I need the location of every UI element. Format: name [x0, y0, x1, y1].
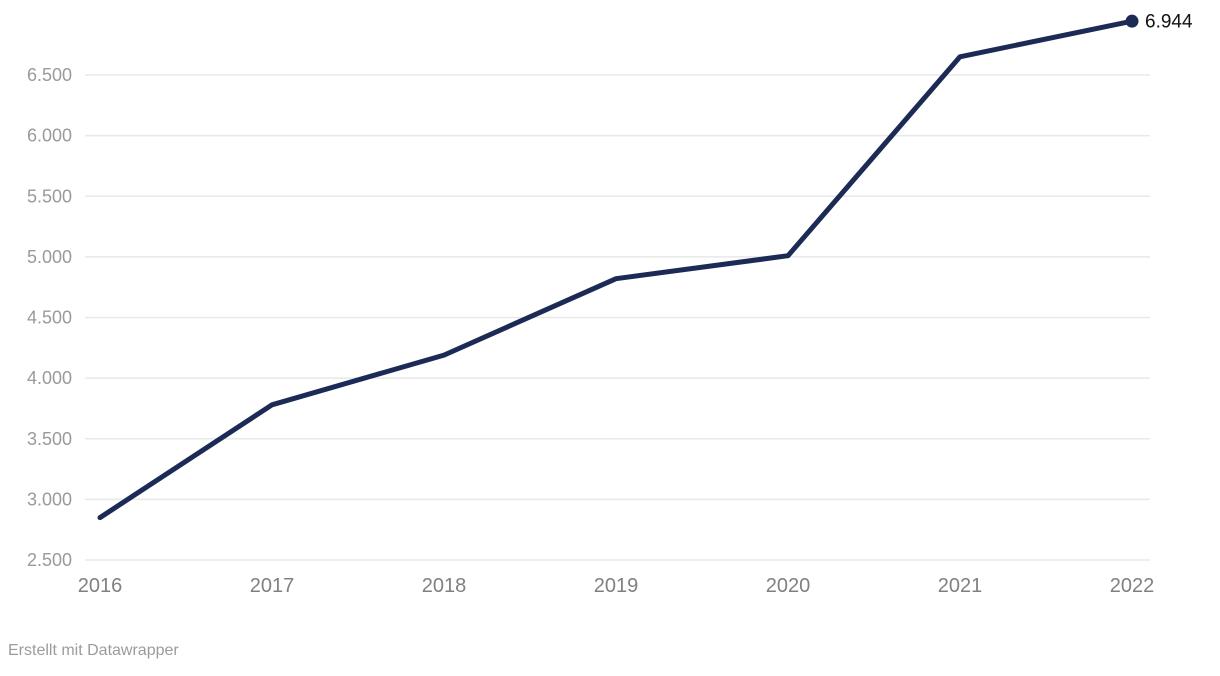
y-axis-tick-label: 5.500 — [27, 186, 72, 206]
y-axis-tick-label: 3.000 — [27, 489, 72, 509]
x-axis-tick-label: 2016 — [78, 575, 123, 597]
x-axis-tick-label: 2021 — [938, 575, 983, 597]
line-chart-canvas: 2.500 3.000 3.500 4.000 4.500 5.000 5.500 6.000… — [27, 12, 1193, 597]
y-axis-tick-label: 6.000 — [27, 126, 72, 146]
y-axis-tick-label: 5.000 — [27, 247, 72, 267]
series-end-value-label: 6.944 — [1145, 12, 1193, 33]
y-axis-tick-label: 3.500 — [27, 429, 72, 449]
x-axis-tick-label: 2019 — [594, 575, 639, 597]
x-axis-tick-label: 2018 — [422, 575, 467, 597]
series-end-dot — [1125, 14, 1139, 28]
y-axis-tick-label: 2.500 — [27, 550, 72, 570]
datawrapper-attribution-link[interactable]: Erstellt mit Datawrapper — [8, 642, 179, 659]
y-axis-tick-label: 6.500 — [27, 65, 72, 85]
y-axis-tick-label: 4.500 — [27, 308, 72, 328]
y-axis-tick-label: 4.000 — [27, 368, 72, 388]
series-line — [97, 18, 1135, 521]
x-axis-tick-label: 2022 — [1110, 575, 1155, 597]
x-axis-tick-label: 2020 — [766, 575, 811, 597]
x-axis-tick-label: 2017 — [250, 575, 295, 597]
